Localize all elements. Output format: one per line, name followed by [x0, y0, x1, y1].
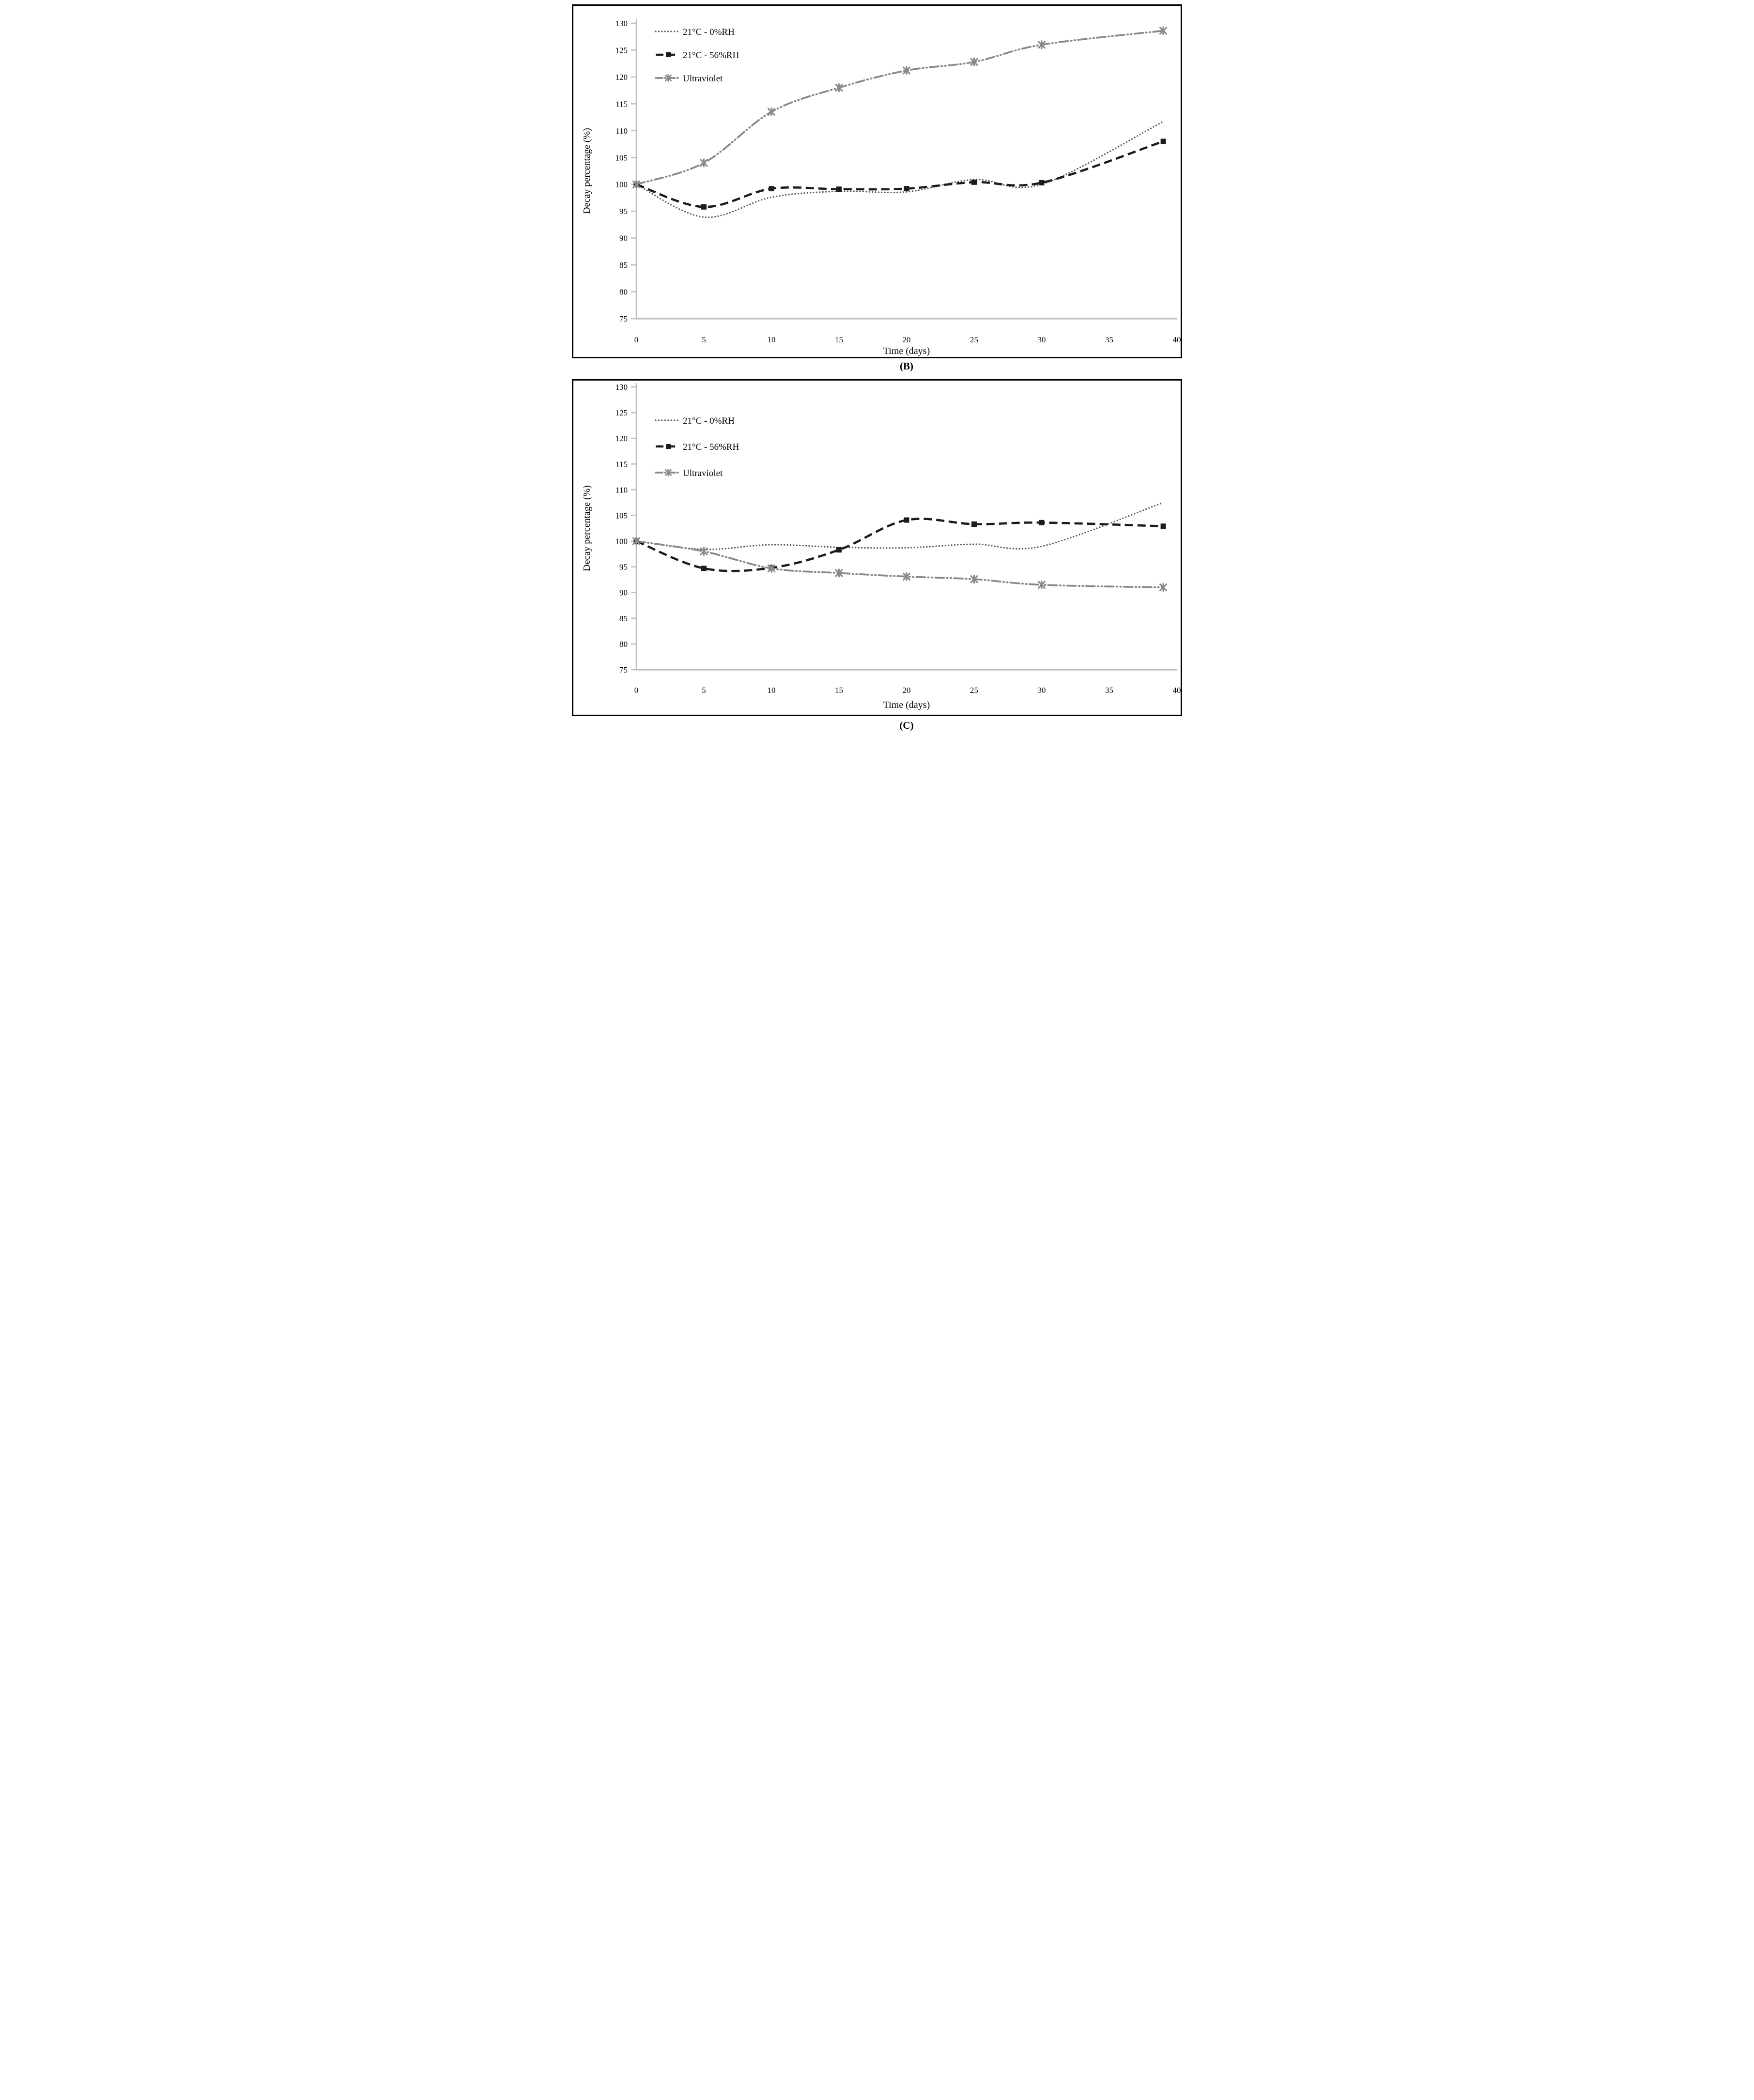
chart-panel-c: 75 80 85 90 95 100 105 110 115 120 125 130 0 5 10 15 20 2… — [572, 379, 1182, 716]
y-tick-label: 105 — [615, 511, 628, 520]
legend-label: 21°C - 56%RH — [683, 442, 739, 452]
square-marker — [971, 179, 977, 185]
square-marker — [769, 186, 774, 192]
x-tick-label: 10 — [768, 686, 776, 695]
square-marker — [904, 517, 909, 523]
legend-item-21c-56rh: 21°C - 56%RH — [656, 442, 739, 452]
x-tick-label: 0 — [634, 335, 639, 344]
panel-caption-c: (C) — [899, 720, 914, 731]
y-tick-label: 115 — [615, 460, 628, 469]
legend-item-ultraviolet: Ultraviolet — [655, 74, 723, 84]
legend-item-ultraviolet: Ultraviolet — [655, 468, 723, 478]
y-tick-label: 90 — [619, 588, 628, 598]
y-tick-label: 110 — [615, 126, 628, 136]
legend-label: Ultraviolet — [683, 468, 723, 478]
x-tick-label: 15 — [835, 335, 843, 344]
series-21c-0rh — [635, 502, 1164, 551]
x-tick-label: 35 — [1105, 686, 1113, 695]
square-marker — [836, 547, 842, 553]
series-line-21c-56rh — [636, 140, 1164, 208]
x-tick-label: 5 — [702, 686, 706, 695]
y-tick-label: 75 — [619, 314, 628, 323]
chart-panel-b: 75 80 85 90 95 100 105 110 115 120 125 130 0 5 10 15 20 2… — [572, 4, 1182, 358]
y-tick-label: 115 — [615, 99, 628, 108]
x-tick-label: 5 — [702, 335, 706, 344]
series-line-21c-0rh — [635, 502, 1164, 551]
y-tick-label: 125 — [615, 46, 628, 55]
y-tick-label: 105 — [615, 153, 628, 162]
square-marker — [836, 186, 842, 192]
x-axis-title: Time (days) — [883, 346, 930, 356]
y-tick-label: 100 — [615, 537, 628, 546]
legend-item-21c-0rh: 21°C - 0%RH — [655, 416, 735, 426]
x-tick-label: 30 — [1038, 335, 1046, 344]
square-marker — [666, 444, 671, 449]
x-tick-label: 15 — [835, 686, 843, 695]
x-tick-label: 20 — [903, 686, 911, 695]
legend-label: 21°C - 0%RH — [683, 27, 735, 37]
y-tick-label: 80 — [619, 640, 628, 649]
legend-item-21c-56rh: 21°C - 56%RH — [656, 50, 739, 61]
x-tick-label: 10 — [768, 335, 776, 344]
square-marker — [971, 521, 977, 527]
y-tick-label: 85 — [619, 614, 628, 623]
figure-decay-percentage: 75 80 85 90 95 100 105 110 115 120 125 130 0 5 10 15 20 2… — [567, 0, 1187, 742]
y-tick-label: 100 — [615, 180, 628, 189]
series-ultraviolet — [632, 536, 1168, 592]
y-tick-label: 95 — [619, 563, 628, 572]
legend: 21°C - 0%RH 21°C - 56%RH Ultraviolet — [655, 416, 739, 478]
x-tick-label: 40 — [1173, 686, 1181, 695]
series-21c-56rh — [633, 138, 1166, 210]
x-tick-label: 30 — [1038, 686, 1046, 695]
axes: 75 80 85 90 95 100 105 110 115 120 125 130 0 5 10 15 20 2… — [582, 383, 1181, 710]
series-line-21c-56rh — [636, 518, 1164, 572]
legend-label: 21°C - 56%RH — [683, 50, 739, 61]
y-tick-label: 85 — [619, 261, 628, 270]
x-tick-label: 20 — [903, 335, 911, 344]
square-marker — [904, 186, 909, 192]
chart-c-plot: 75 80 85 90 95 100 105 110 115 120 125 130 0 5 10 15 20 2… — [582, 383, 1181, 710]
x-axis-title: Time (days) — [883, 700, 930, 710]
y-tick-label: 125 — [615, 408, 628, 417]
square-marker — [1160, 138, 1166, 144]
square-marker — [1039, 520, 1045, 525]
y-tick-label: 75 — [619, 665, 628, 674]
x-tick-label: 0 — [634, 686, 639, 695]
series-line-ultraviolet — [635, 540, 1164, 588]
y-axis-title: Decay percentage (%) — [582, 485, 592, 571]
x-tick-label: 40 — [1173, 335, 1181, 344]
y-tick-label: 95 — [619, 207, 628, 216]
y-tick-label: 120 — [615, 73, 628, 82]
x-tick-label: 25 — [970, 686, 978, 695]
y-axis-title: Decay percentage (%) — [582, 128, 592, 214]
square-marker — [666, 52, 671, 57]
series-21c-56rh — [633, 517, 1166, 572]
legend: 21°C - 0%RH 21°C - 56%RH Ultraviolet — [655, 27, 739, 84]
square-marker — [701, 204, 707, 210]
legend-item-21c-0rh: 21°C - 0%RH — [655, 27, 735, 37]
legend-label: 21°C - 0%RH — [683, 416, 735, 426]
series-ultraviolet — [632, 26, 1168, 189]
y-tick-label: 120 — [615, 434, 628, 443]
y-tick-label: 110 — [615, 485, 628, 494]
y-tick-label: 130 — [615, 19, 628, 28]
axes: 75 80 85 90 95 100 105 110 115 120 125 130 0 5 10 15 20 2… — [582, 19, 1181, 356]
y-tick-label: 90 — [619, 234, 628, 243]
y-tick-label: 130 — [615, 383, 628, 392]
x-tick-label: 35 — [1105, 335, 1113, 344]
square-marker — [1039, 180, 1045, 185]
square-marker — [1160, 523, 1166, 529]
panel-caption-b: (B) — [900, 360, 913, 372]
chart-b-plot: 75 80 85 90 95 100 105 110 115 120 125 130 0 5 10 15 20 2… — [582, 19, 1181, 356]
y-tick-label: 80 — [619, 288, 628, 297]
legend-label: Ultraviolet — [683, 74, 723, 84]
x-tick-label: 25 — [970, 335, 978, 344]
square-marker — [701, 566, 707, 571]
